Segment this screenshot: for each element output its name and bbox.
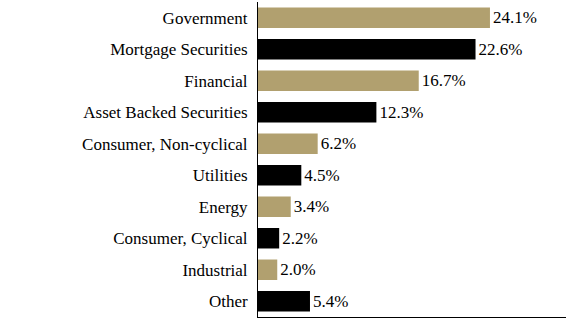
svg-text:Mortgage Securities: Mortgage Securities	[110, 40, 247, 59]
svg-text:2.0%: 2.0%	[280, 260, 315, 279]
svg-text:Consumer, Non-cyclical: Consumer, Non-cyclical	[82, 135, 248, 154]
svg-text:Industrial: Industrial	[182, 261, 247, 280]
svg-text:3.4%: 3.4%	[294, 197, 329, 216]
svg-text:16.7%: 16.7%	[422, 71, 466, 90]
svg-text:Utilities: Utilities	[193, 166, 248, 185]
svg-text:12.3%: 12.3%	[379, 103, 423, 122]
svg-text:Consumer, Cyclical: Consumer, Cyclical	[113, 229, 248, 248]
svg-text:2.2%: 2.2%	[282, 229, 317, 248]
svg-text:Government: Government	[163, 9, 248, 28]
svg-text:6.2%: 6.2%	[321, 134, 356, 153]
svg-text:5.4%: 5.4%	[313, 292, 348, 311]
svg-text:Financial: Financial	[184, 72, 248, 91]
svg-text:Asset Backed Securities: Asset Backed Securities	[83, 103, 247, 122]
svg-text:24.1%: 24.1%	[493, 8, 537, 27]
svg-text:Energy: Energy	[199, 198, 248, 217]
svg-text:22.6%: 22.6%	[479, 40, 523, 59]
svg-text:Other: Other	[209, 292, 248, 311]
svg-text:4.5%: 4.5%	[304, 166, 339, 185]
